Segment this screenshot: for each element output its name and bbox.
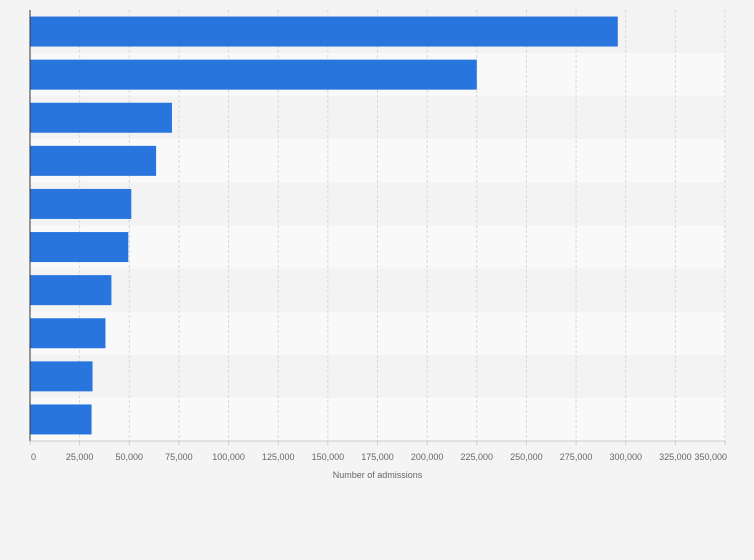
bar-3[interactable]: [30, 102, 172, 133]
row-band-10: [30, 397, 725, 441]
bar-8[interactable]: [30, 318, 106, 349]
x-tick-label-12: 300,000: [609, 452, 642, 462]
bar-9[interactable]: [30, 361, 93, 392]
bar-6[interactable]: [30, 232, 129, 263]
x-tick-label-6: 150,000: [312, 452, 345, 462]
bar-10[interactable]: [30, 404, 92, 435]
bar-4[interactable]: [30, 145, 157, 176]
row-band-8: [30, 311, 725, 355]
bar-1[interactable]: [30, 16, 618, 47]
x-tick-label-7: 175,000: [361, 452, 394, 462]
x-tick-label-0: 0: [31, 452, 36, 462]
x-axis-title: Number of admissions: [333, 470, 423, 480]
x-tick-label-8: 200,000: [411, 452, 444, 462]
x-tick-label-11: 275,000: [560, 452, 593, 462]
bar-7[interactable]: [30, 275, 112, 306]
x-tick-label-5: 125,000: [262, 452, 295, 462]
row-band-5: [30, 182, 725, 226]
x-tick-label-3: 75,000: [165, 452, 193, 462]
x-tick-label-13: 325,000: [659, 452, 692, 462]
bars: [30, 16, 618, 435]
x-tick-label-10: 250,000: [510, 452, 543, 462]
x-tick-label-2: 50,000: [116, 452, 144, 462]
bar-5[interactable]: [30, 188, 132, 219]
x-tick-label-4: 100,000: [212, 452, 245, 462]
x-tick-labels: 0 25,000 50,000 75,000 100,000 125,000 150,000…: [29, 441, 727, 462]
x-tick-label-9: 225,000: [461, 452, 494, 462]
x-tick-label-1: 25,000: [66, 452, 94, 462]
bar-2[interactable]: [30, 59, 477, 90]
x-tick-label-14: 350,000: [694, 452, 727, 462]
